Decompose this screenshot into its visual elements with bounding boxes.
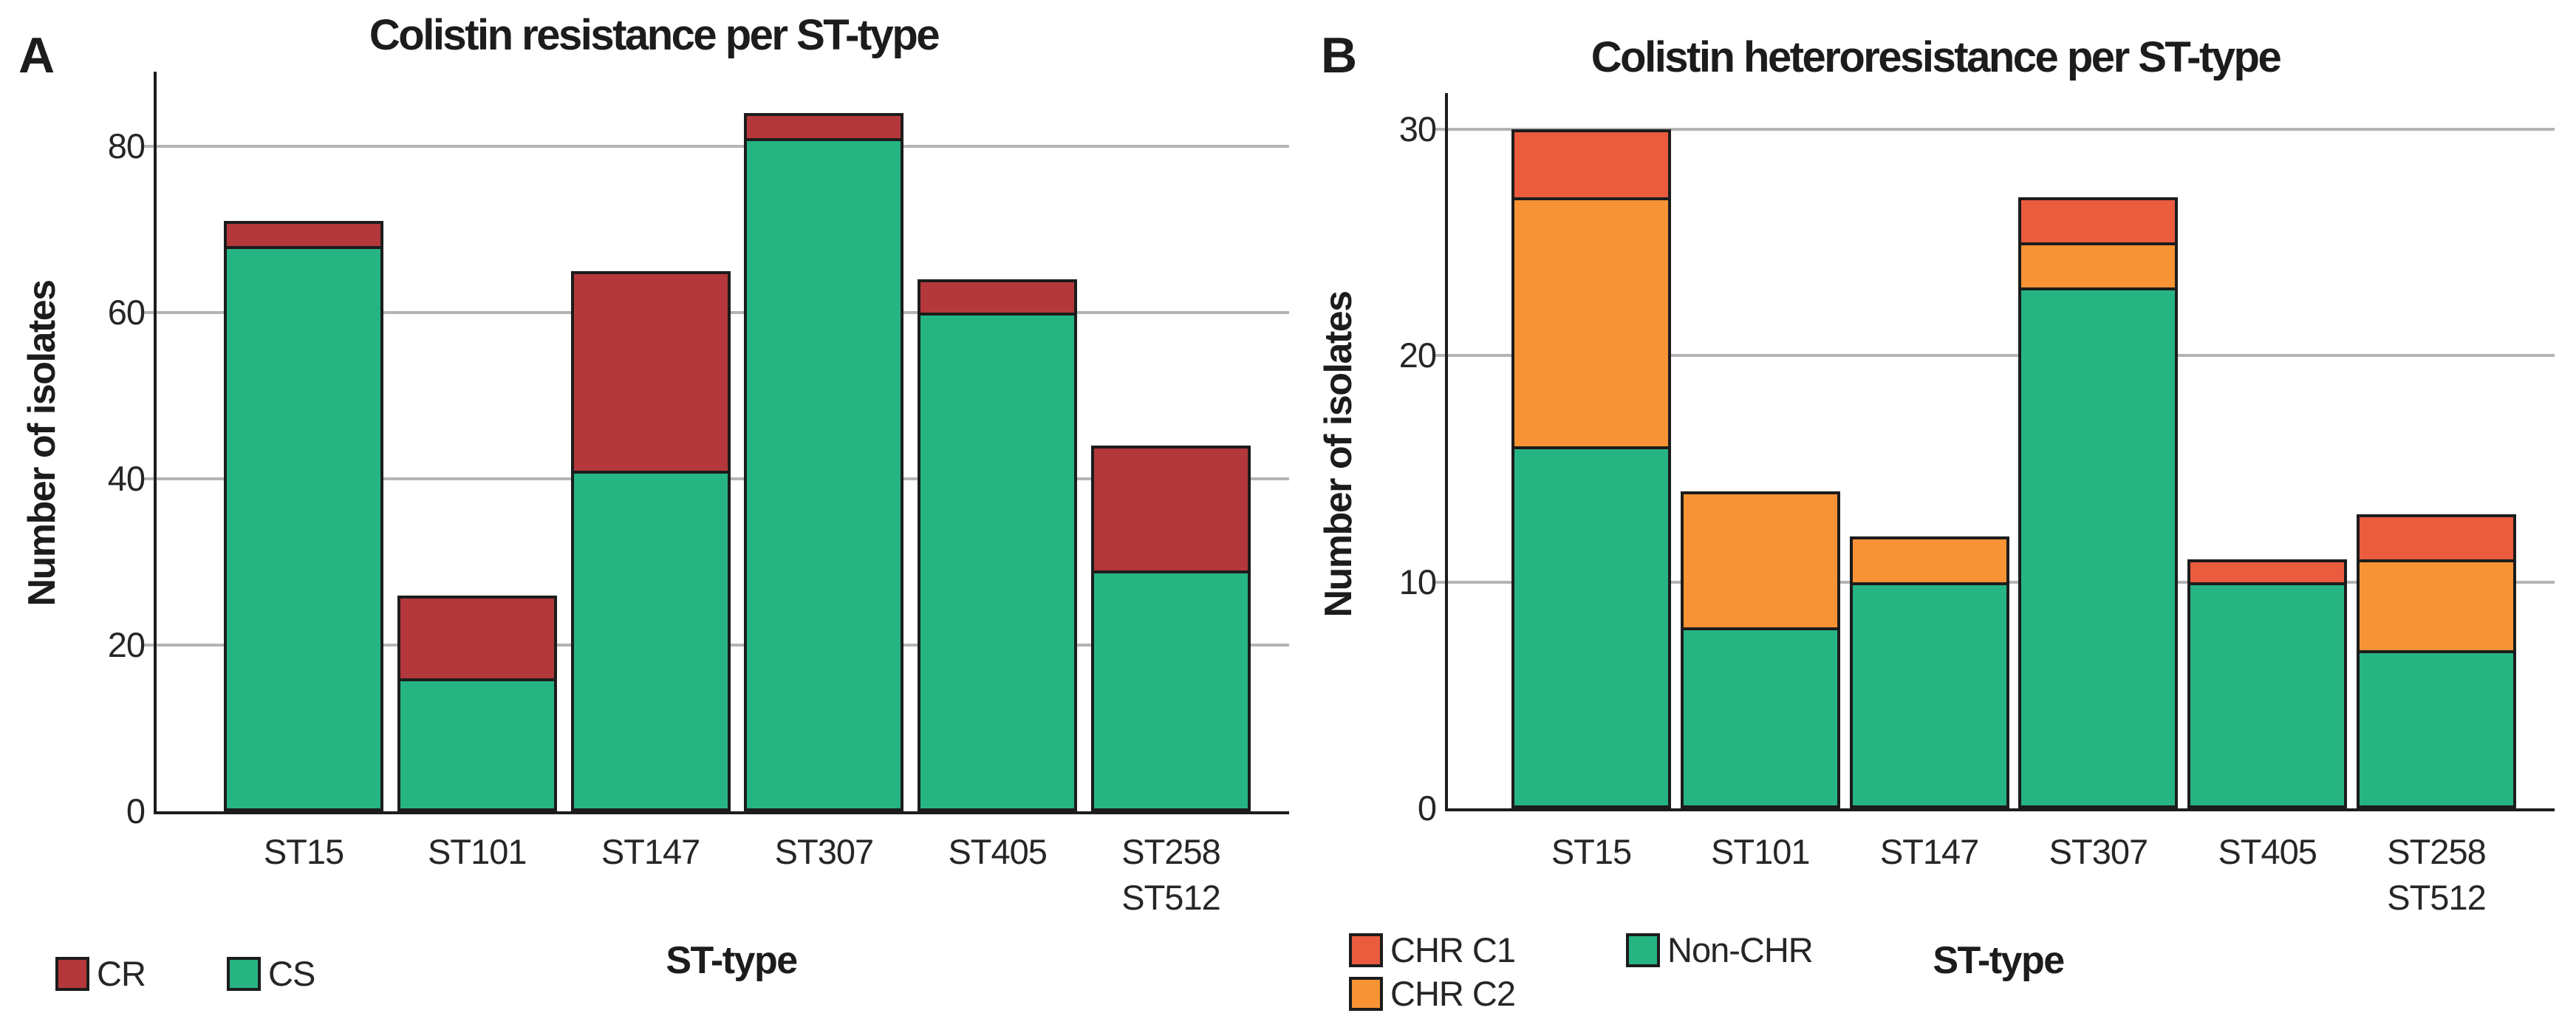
bar-segment-chr-c2-3 — [2018, 242, 2179, 291]
bar-segment-chr-c1-4 — [2187, 559, 2348, 585]
x-category-label: ST258 ST512 — [2318, 829, 2555, 921]
x-category-label: ST101 — [359, 829, 595, 875]
legend-item-non-chr: Non-CHR — [1626, 930, 1814, 970]
x-category-label: ST405 — [2149, 829, 2385, 875]
legend-item-cr: CR — [55, 953, 146, 994]
bar-segment-cs-2 — [570, 470, 731, 811]
legend-label: CS — [268, 954, 315, 993]
bar-segment-chr-c2-5 — [2357, 559, 2516, 653]
legend-swatch-chr-c2 — [1349, 976, 1383, 1011]
x-axis-line — [154, 811, 1289, 814]
x-category-label: ST101 — [1642, 829, 1879, 875]
legend-swatch-chr-c1 — [1349, 933, 1383, 967]
bar-segment-cr-4 — [918, 279, 1078, 316]
bar-segment-non-chr-5 — [2357, 650, 2516, 808]
y-tick-label: 40 — [107, 459, 146, 499]
x-category-label: ST307 — [1980, 829, 2216, 875]
bar-segment-cs-0 — [224, 246, 383, 811]
bar-segment-cr-5 — [1091, 446, 1251, 573]
bar-segment-cr-1 — [397, 595, 557, 682]
x-category-label-line: ST405 — [948, 832, 1047, 871]
y-axis-line — [154, 72, 157, 814]
bar-segment-non-chr-2 — [1849, 582, 2009, 808]
legend-item-chr-c1: CHR C1 — [1349, 930, 1516, 970]
bar-segment-chr-c1-3 — [2018, 197, 2179, 246]
bar-segment-chr-c2-1 — [1680, 491, 1840, 630]
y-tick-label: 20 — [1398, 335, 1437, 375]
x-category-label-line: ST15 — [263, 832, 344, 871]
bar-segment-cr-2 — [570, 270, 731, 474]
y-tick-label: 10 — [1398, 562, 1437, 601]
bar-segment-non-chr-0 — [1511, 446, 1671, 808]
x-category-label-line: ST405 — [2218, 832, 2317, 871]
x-category-label: ST15 — [1473, 829, 1709, 875]
legend-label: CHR C1 — [1390, 930, 1516, 969]
legend-label: Non-CHR — [1667, 930, 1814, 969]
x-category-label-line: ST147 — [601, 832, 700, 871]
x-category-label-line: ST258 — [1121, 832, 1220, 871]
x-category-label-line: ST512 — [2387, 878, 2486, 917]
x-category-label-line: ST258 — [2387, 832, 2486, 871]
bar-segment-chr-c2-2 — [1849, 536, 2009, 585]
legend-swatch-cs — [227, 956, 261, 991]
y-axis-line — [1445, 93, 1448, 811]
bar-segment-cr-3 — [744, 113, 904, 141]
y-tick-label: 30 — [1398, 109, 1437, 149]
x-category-label-line: ST307 — [774, 832, 874, 871]
x-category-label: ST147 — [533, 829, 769, 875]
bar-segment-cs-4 — [918, 313, 1078, 811]
x-category-label-line: ST101 — [1711, 832, 1810, 871]
panel-b-letter: B — [1321, 27, 1357, 83]
y-tick-label: 0 — [1417, 788, 1437, 828]
legend-item-chr-c2: CHR C2 — [1349, 973, 1516, 1014]
y-tick-label: 20 — [107, 625, 146, 665]
bar-segment-cs-1 — [397, 678, 557, 811]
legend-swatch-non-chr — [1626, 933, 1660, 967]
x-category-label-line: ST15 — [1551, 832, 1632, 871]
legend-label: CR — [97, 954, 146, 993]
bar-segment-chr-c2-0 — [1511, 197, 1671, 449]
bar-segment-non-chr-1 — [1680, 627, 1840, 808]
bar-segment-non-chr-3 — [2018, 287, 2179, 808]
x-category-label: ST147 — [1811, 829, 2048, 875]
x-category-label: ST307 — [706, 829, 942, 875]
legend-swatch-cr — [55, 956, 89, 991]
bar-segment-non-chr-4 — [2187, 582, 2348, 808]
bar-segment-chr-c1-0 — [1511, 129, 1671, 200]
y-tick-label: 80 — [107, 126, 146, 166]
bar-segment-cr-0 — [224, 221, 383, 250]
bar-segment-cs-3 — [744, 137, 904, 811]
gridline-y-20 — [1435, 354, 2555, 358]
panel-a-letter: A — [18, 27, 55, 83]
panel-b-x-axis-label: ST-type — [1933, 939, 2065, 982]
gridline-y-80 — [143, 145, 1289, 149]
x-category-label-line: ST512 — [1121, 878, 1220, 917]
x-category-label-line: ST147 — [1879, 832, 1979, 871]
x-category-label: ST15 — [185, 829, 422, 875]
legend-item-cs: CS — [227, 953, 315, 994]
panel-a-x-axis-label: ST-type — [666, 939, 798, 982]
x-category-label: ST258 ST512 — [1053, 829, 1289, 921]
x-category-label-line: ST101 — [428, 832, 527, 871]
gridline-y-30 — [1435, 128, 2555, 131]
x-category-label-line: ST307 — [2049, 832, 2148, 871]
y-tick-label: 0 — [126, 791, 146, 831]
y-tick-label: 60 — [107, 293, 146, 333]
panel-b-title: Colistin heteroresistance per ST-type — [1591, 33, 2282, 81]
x-category-label: ST405 — [879, 829, 1116, 875]
legend-label: CHR C2 — [1390, 974, 1516, 1013]
bar-segment-chr-c1-5 — [2357, 514, 2516, 563]
panel-a-title: Colistin resistance per ST-type — [369, 11, 940, 59]
x-axis-line — [1445, 808, 2555, 811]
bar-segment-cs-5 — [1091, 570, 1251, 811]
